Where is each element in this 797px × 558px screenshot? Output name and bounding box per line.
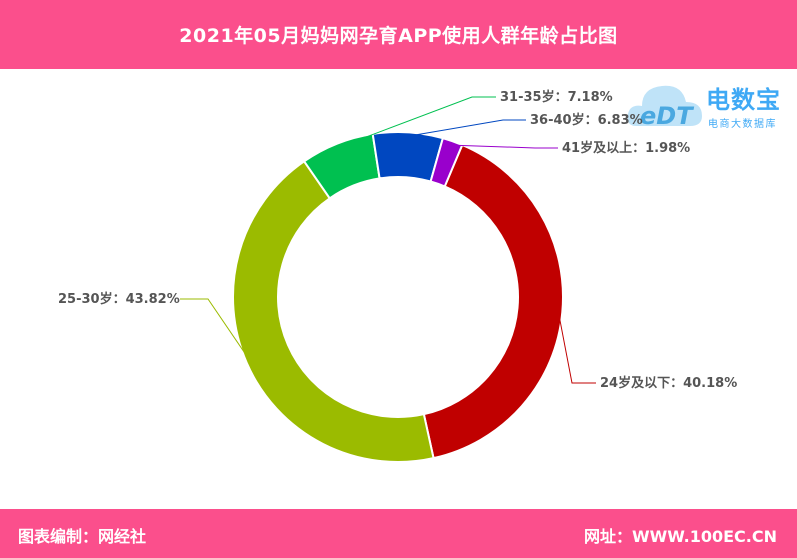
logo: eDT 电数宝 电商大数据库	[626, 74, 792, 136]
slice-label: 24岁及以下：40.18%	[600, 375, 737, 391]
leader-line	[407, 119, 526, 137]
leader-line	[180, 298, 251, 362]
slice-label: 36-40岁：6.83%	[530, 112, 643, 128]
slice-label: 31-35岁：7.18%	[500, 89, 613, 105]
footer-source: 图表编制：网经社	[18, 527, 147, 546]
footer-url: 网址：WWW.100EC.CN	[583, 527, 777, 546]
logo-name: 电数宝	[706, 86, 781, 114]
chart-title: 2021年05月妈妈网孕育APP使用人群年龄占比图	[179, 25, 618, 47]
donut-slice	[429, 136, 464, 188]
leader-line	[557, 311, 596, 384]
footer-bar: 图表编制：网经社 网址：WWW.100EC.CN	[0, 509, 797, 558]
slice-label: 41岁及以上：1.98%	[562, 140, 690, 156]
leader-line	[338, 96, 496, 148]
logo-subtitle: 电商大数据库	[708, 119, 777, 130]
cloud-logo-icon: eDT	[627, 85, 702, 130]
logo-mark: eDT	[640, 102, 694, 130]
leader-line	[451, 144, 558, 149]
donut-chart: 24岁及以下：40.18% 25-30岁：43.82% 31-35岁：7.18% 36…	[58, 89, 737, 463]
donut-slice	[422, 143, 564, 460]
header-bar: 2021年05月妈妈网孕育APP使用人群年龄占比图	[0, 0, 797, 69]
slice-label: 25-30岁：43.82%	[58, 291, 180, 307]
donut-slice	[232, 159, 435, 463]
